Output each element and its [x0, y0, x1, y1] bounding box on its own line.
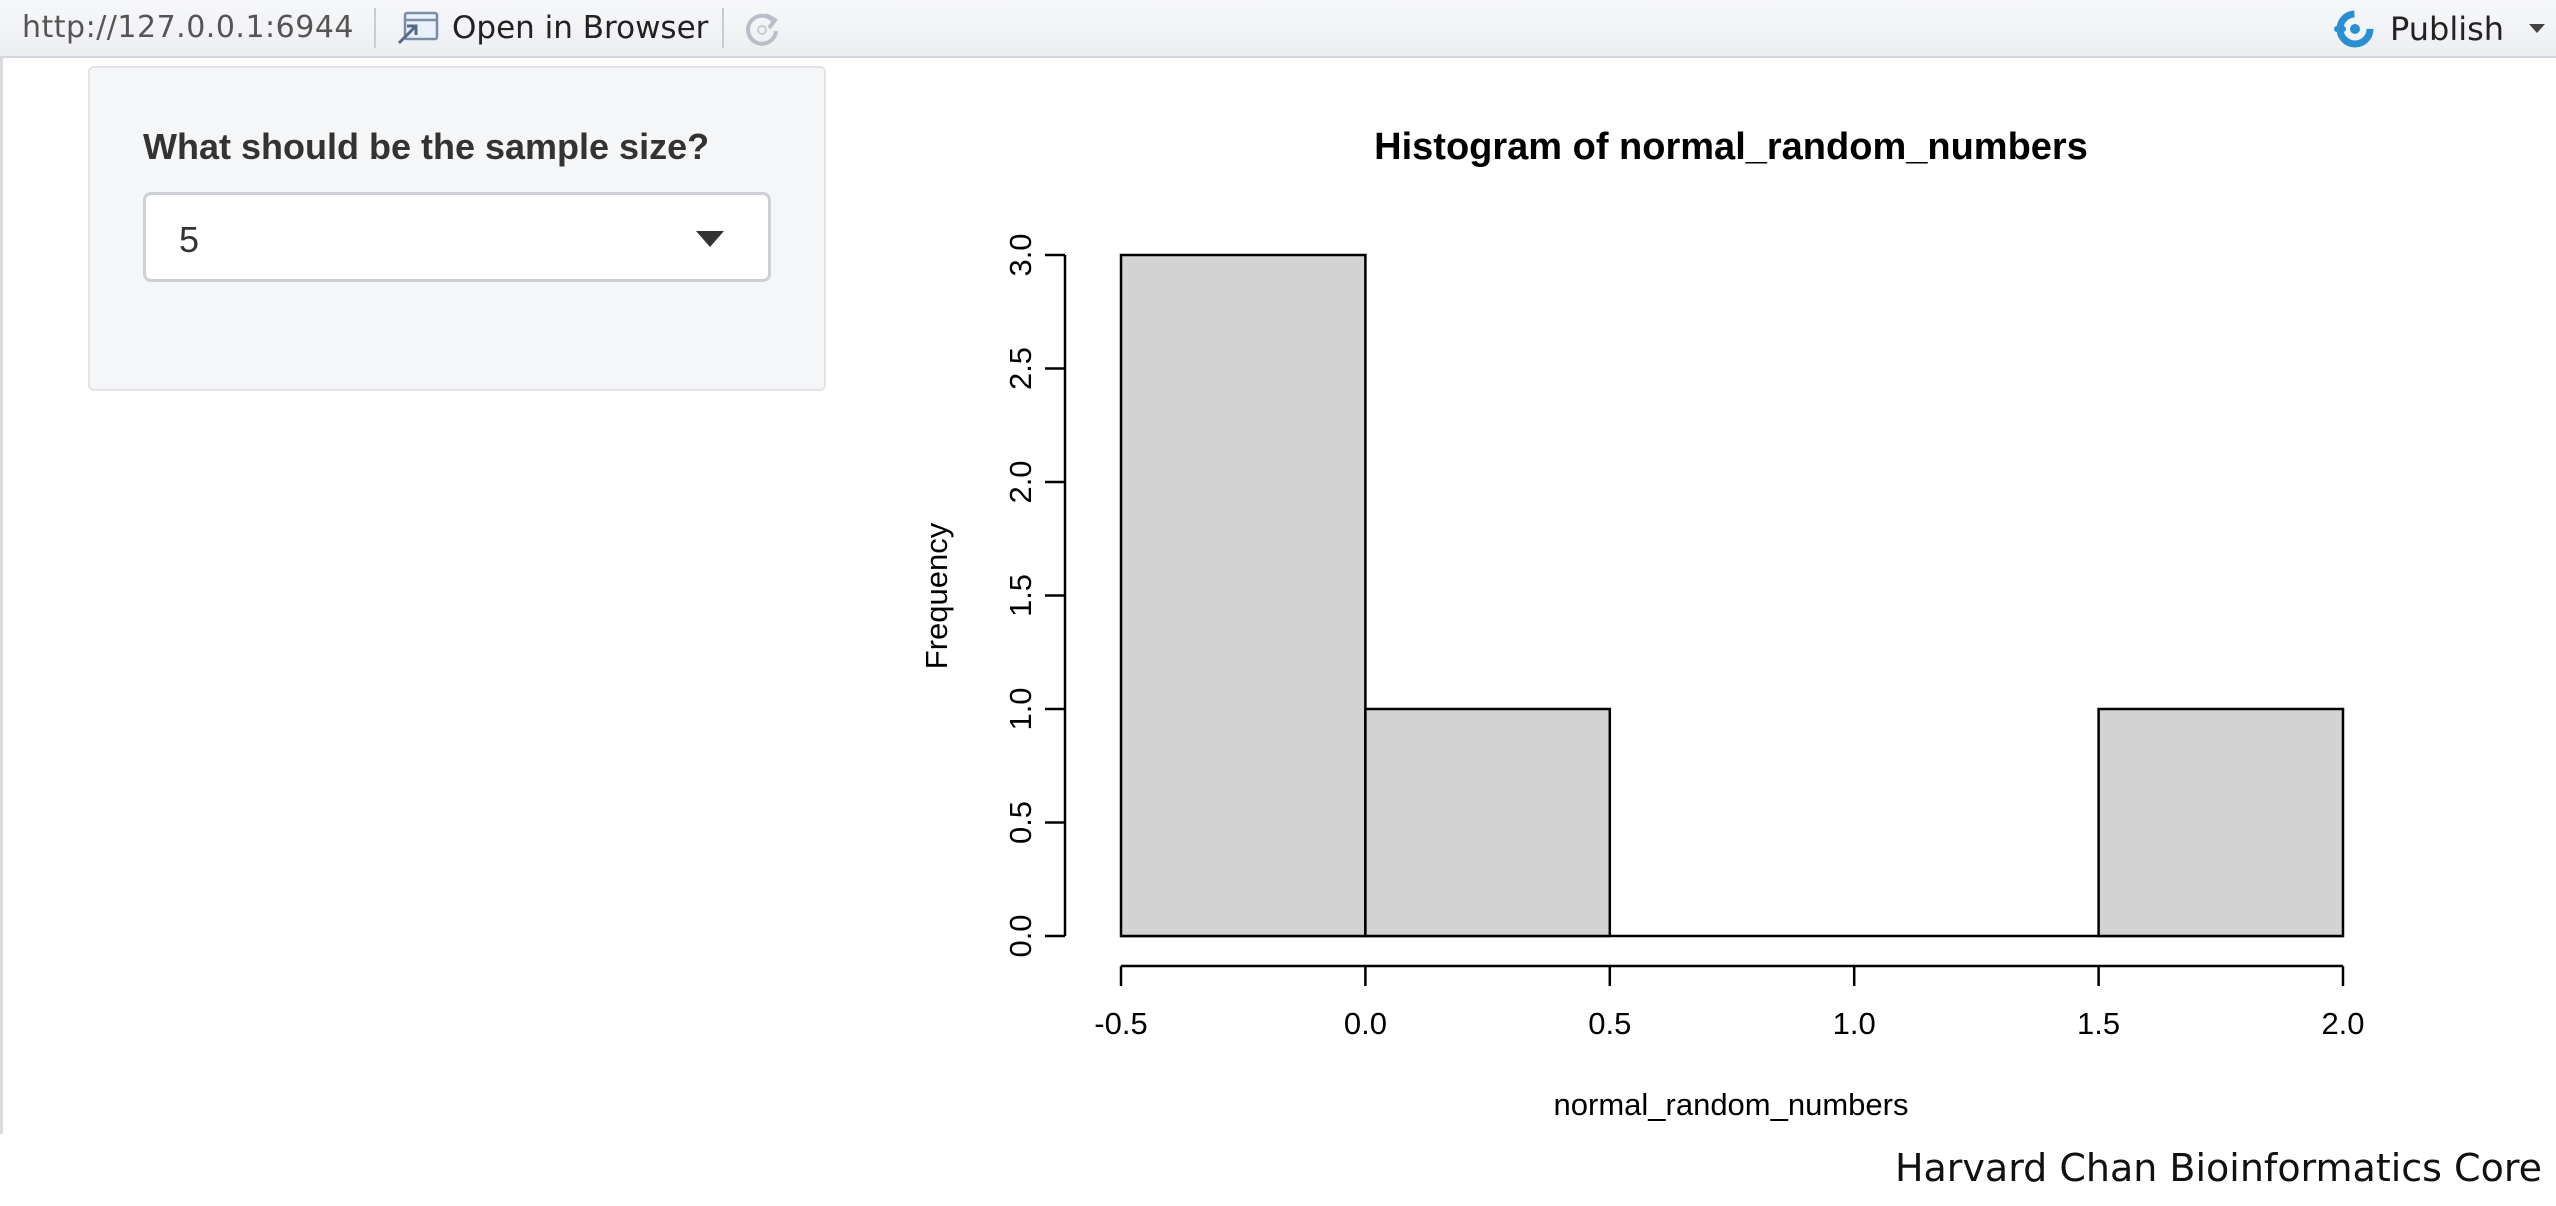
credit-caption: Harvard Chan Bioinformatics Core	[1894, 1146, 2542, 1190]
viewer-left-border	[0, 58, 3, 1134]
sample-size-select[interactable]: 5	[143, 192, 771, 282]
y-axis: 0.0 0.5 1.0 1.5 2.0 2.5 3.0	[1003, 233, 1067, 958]
viewer-toolbar: http://127.0.0.1:6944 Open in Browser Pu…	[0, 0, 2556, 58]
refresh-icon[interactable]	[742, 9, 782, 49]
x-tick-label: 1.0	[1833, 1006, 1876, 1041]
input-panel: What should be the sample size? 5	[88, 66, 826, 391]
y-tick-label: 2.5	[1003, 347, 1038, 390]
open-in-browser-label: Open in Browser	[452, 10, 709, 46]
y-tick-label: 1.0	[1003, 687, 1038, 730]
x-axis: -0.5 0.0 0.5 1.0 1.5 2.0	[1094, 964, 2365, 1041]
x-tick-label: -0.5	[1094, 1006, 1147, 1041]
viewer-url: http://127.0.0.1:6944	[22, 10, 354, 45]
x-axis-label: normal_random_numbers	[1554, 1087, 1909, 1122]
open-in-browser-icon	[397, 11, 439, 45]
y-tick-label: 2.0	[1003, 460, 1038, 503]
histogram-bar-4	[2097, 707, 2345, 938]
toolbar-divider	[374, 8, 376, 48]
x-tick-label: 0.0	[1344, 1006, 1387, 1041]
y-tick-label: 1.5	[1003, 574, 1038, 617]
toolbar-divider	[722, 8, 724, 48]
x-tick-label: 2.0	[2321, 1006, 2364, 1041]
caret-down-icon	[696, 231, 724, 247]
chart-title: Histogram of normal_random_numbers	[1374, 126, 2088, 168]
sample-size-label: What should be the sample size?	[143, 126, 710, 167]
publish-icon	[2334, 10, 2374, 48]
publish-button[interactable]: Publish	[2332, 8, 2546, 50]
histogram-bar-1	[1364, 707, 1612, 938]
y-axis-label: Frequency	[919, 522, 954, 669]
y-tick-label: 0.0	[1003, 914, 1038, 957]
open-in-browser-button[interactable]: Open in Browser	[396, 8, 708, 48]
histogram-bars	[1119, 253, 2345, 938]
y-tick-label: 3.0	[1003, 233, 1038, 276]
publish-label: Publish	[2390, 10, 2505, 48]
y-tick-label: 0.5	[1003, 801, 1038, 844]
chevron-down-icon[interactable]	[2528, 23, 2546, 35]
x-tick-label: 0.5	[1588, 1006, 1631, 1041]
x-tick-label: 1.5	[2077, 1006, 2120, 1041]
sample-size-selected-value: 5	[179, 219, 200, 260]
histogram-bar-0	[1119, 253, 1367, 938]
